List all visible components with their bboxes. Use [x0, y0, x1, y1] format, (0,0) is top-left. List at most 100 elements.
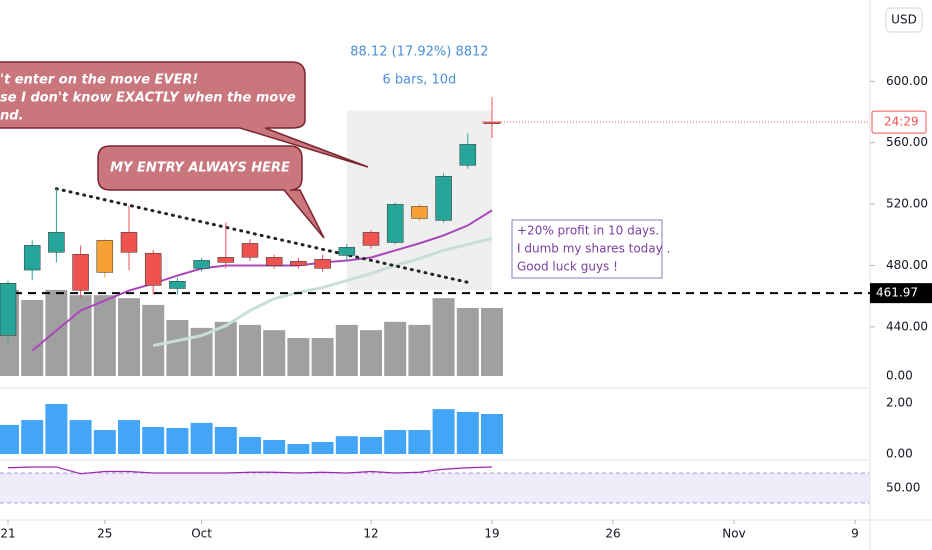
candle-body	[386, 204, 404, 243]
candle-body	[217, 257, 235, 263]
candle-body	[23, 245, 41, 271]
indicator-bar	[311, 442, 334, 455]
indicator-bar	[0, 424, 19, 455]
candle-body	[48, 232, 65, 253]
volume-bar	[263, 330, 286, 376]
x-tick-label: Nov	[722, 527, 745, 541]
candle-body	[120, 232, 138, 253]
indicator-bar	[93, 430, 116, 455]
rsi-band	[0, 472, 870, 503]
indicator-bar	[69, 420, 92, 455]
volume-bar	[481, 307, 503, 376]
trendline	[54, 187, 470, 284]
candle-body	[459, 144, 477, 166]
measure-box	[346, 110, 492, 291]
candle-body	[72, 254, 89, 291]
volume-bar	[166, 319, 189, 376]
volume-bar	[335, 324, 358, 376]
volume-bar	[142, 304, 165, 376]
indicator-tick-label: 0.00	[886, 447, 913, 461]
note-text: Good luck guys !	[517, 260, 618, 274]
indicator-bar	[481, 413, 503, 455]
volume-bar	[214, 321, 237, 376]
indicator-bar	[142, 426, 165, 455]
note-box	[511, 219, 663, 279]
candle-body	[169, 281, 186, 289]
candle-body	[290, 261, 307, 266]
indicator-bar	[45, 404, 68, 455]
callout-box	[0, 61, 369, 168]
indicator-bar	[432, 409, 455, 455]
indicator-bar	[456, 411, 479, 455]
measure-text: 88.12 (17.92%) 8812	[350, 45, 488, 60]
y-tick-label: 440.00	[886, 319, 928, 333]
volume-bar	[93, 295, 116, 376]
candle-body	[435, 176, 452, 221]
candle-body	[265, 257, 283, 266]
countdown-label: 24:29	[884, 115, 919, 129]
callout-box	[97, 145, 325, 239]
x-tick-label: 9	[851, 527, 859, 541]
volume-bar	[432, 298, 455, 376]
x-tick-label: 25	[97, 527, 112, 541]
volume-bar	[360, 330, 382, 376]
moving-average	[31, 209, 493, 352]
x-tick-label: 26	[605, 527, 620, 541]
currency-button[interactable]	[885, 7, 923, 33]
candle-body	[314, 259, 331, 269]
x-tick-label: Oct	[191, 527, 212, 541]
rsi-line	[7, 466, 493, 475]
rsi-tick-label: 50.00	[886, 480, 920, 494]
volume-bar	[118, 298, 140, 376]
note-text: I dumb my shares today .	[517, 242, 670, 256]
indicator-bar	[190, 422, 213, 455]
volume-bar	[21, 300, 44, 376]
x-tick-label: 21	[0, 527, 15, 541]
candle-body	[241, 243, 259, 258]
volume-bar	[311, 338, 334, 376]
indicator-bar	[360, 436, 382, 455]
x-tick-label: 19	[484, 527, 499, 541]
indicator-bar	[166, 427, 189, 455]
callout-text: MY ENTRY ALWAYS HERE	[110, 161, 290, 176]
volume-bar	[287, 338, 310, 376]
y-tick-label: 600.00	[886, 74, 928, 88]
indicator-bar	[287, 444, 310, 455]
note-text: +20% profit in 10 days.	[517, 224, 659, 238]
moving-average	[152, 237, 493, 348]
candle-body	[411, 206, 428, 219]
volume-bar	[190, 327, 213, 376]
x-tick-label: 12	[363, 527, 378, 541]
volume-bar	[456, 307, 479, 376]
indicator-bar	[239, 436, 261, 455]
indicator-bar	[263, 439, 286, 455]
indicator-bar	[384, 430, 407, 455]
indicator-bar	[214, 426, 237, 455]
measure-subtext: 6 bars, 10d	[382, 73, 456, 88]
candle-body	[144, 252, 162, 286]
indicator-bar	[118, 420, 140, 455]
candle-body	[362, 232, 380, 246]
indicator-bar	[408, 430, 431, 455]
y-tick-label: 560.00	[886, 135, 928, 149]
volume-bar	[239, 324, 261, 376]
candle-body	[338, 247, 356, 256]
volume-bar	[384, 321, 407, 376]
indicator-bar	[21, 420, 44, 455]
volume-bar	[45, 289, 68, 376]
candle-body	[96, 240, 114, 273]
volume-tick-label: 0.00	[886, 369, 913, 383]
currency: USD	[891, 13, 917, 27]
indicator-tick-label: 2.00	[886, 396, 913, 410]
volume-bar	[408, 324, 431, 376]
indicator-bar	[335, 436, 358, 455]
y-tick-label: 520.00	[886, 197, 928, 211]
price-tag-label: 461.97	[876, 286, 918, 300]
candle-body	[0, 283, 17, 336]
y-tick-label: 480.00	[886, 258, 928, 272]
callout-text: 't enter on the move EVER!	[0, 73, 198, 88]
countdown-tag	[871, 110, 927, 134]
callout-text: se I don't know EXACTLY when the move	[0, 91, 296, 106]
candle-body	[193, 260, 210, 269]
